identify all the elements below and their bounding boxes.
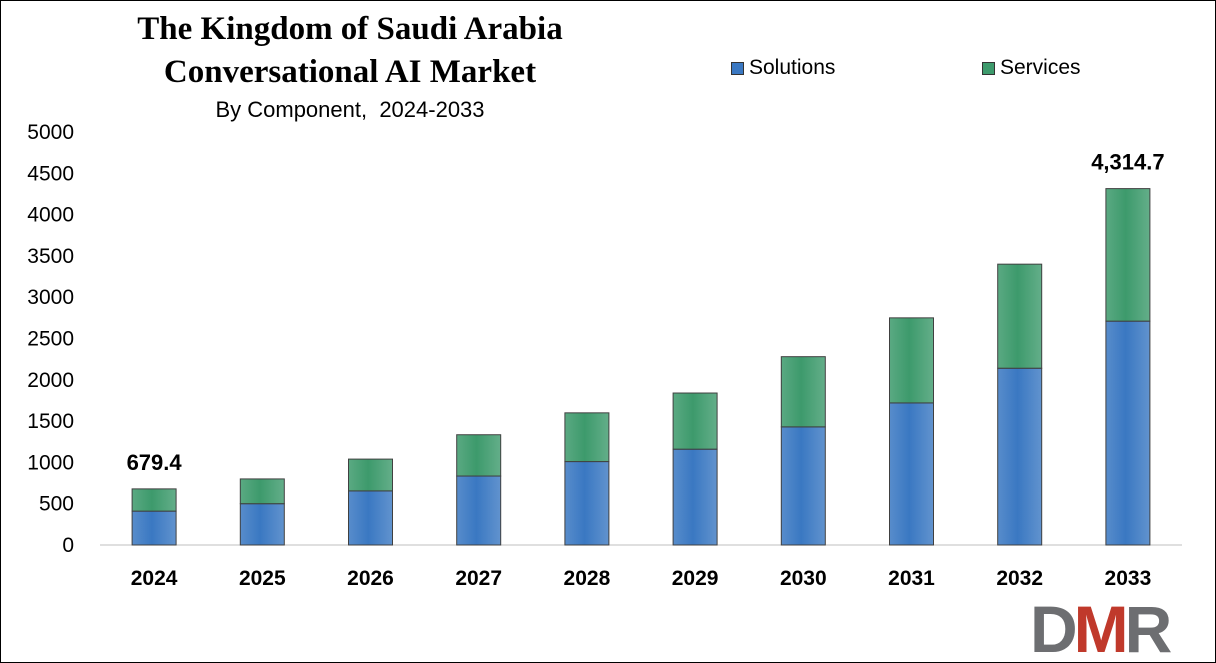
bar-solutions-2027 [456,475,502,546]
data-label-2033: 4,314.7 [1091,150,1164,175]
bar-services-2028 [564,412,610,463]
x-tick-label: 2032 [996,567,1043,590]
bar-services-2029 [672,392,718,450]
y-tick-label: 3500 [27,245,74,268]
bar-solutions-2030 [780,426,826,546]
y-tick-label: 0 [62,534,74,557]
bar-services-2030 [780,356,826,428]
x-tick-label: 2029 [672,567,719,590]
y-tick-label: 1500 [27,410,74,433]
data-label-2024: 679.4 [127,450,183,475]
y-tick-label: 5000 [27,121,74,144]
dmr-logo: DMR [1030,595,1176,657]
bar-solutions-2028 [564,461,610,546]
legend-label-solutions: Solutions [749,56,836,79]
y-tick-label: 1000 [27,451,74,474]
x-tick-label: 2030 [780,567,827,590]
bar-services-2033 [1105,188,1151,322]
bar-solutions-2026 [348,490,393,546]
y-tick-label: 3000 [27,286,74,309]
legend-swatch-solutions [731,61,744,75]
bar-services-2024 [131,488,177,512]
bar-solutions-2033 [1105,320,1151,546]
bar-solutions-2031 [889,402,934,546]
chart-title-line-2: Conversational AI Market [163,54,537,90]
bar-solutions-2032 [997,367,1043,546]
y-tick-label: 4000 [27,204,74,227]
bar-services-2027 [456,434,502,477]
x-tick-label: 2028 [564,567,611,590]
legend-item-solutions: Solutions [731,56,835,80]
x-tick-label: 2025 [239,567,286,590]
bar-services-2032 [997,263,1043,369]
bar-services-2025 [239,478,285,505]
x-tick-label: 2024 [131,567,178,590]
x-tick-label: 2026 [347,567,394,590]
bar-solutions-2029 [672,448,718,546]
y-tick-label: 500 [39,493,74,516]
x-tick-label: 2027 [455,567,502,590]
x-tick-label: 2031 [888,567,935,590]
legend-swatch-services [982,61,995,75]
legend-label-services: Services [1000,56,1081,79]
y-tick-label: 2000 [27,369,74,392]
y-tick-label: 4500 [27,162,74,185]
bar-solutions-2024 [131,510,177,546]
chart-title-line-1: The Kingdom of Saudi Arabia [137,11,563,47]
chart-subtitle: By Component, 2024-2033 [215,97,485,122]
bar-services-2031 [889,317,934,404]
legend-item-services: Services [982,56,1081,80]
x-tick-label: 2033 [1105,567,1152,590]
y-tick-label: 2500 [27,328,74,351]
bar-services-2026 [348,458,393,492]
dmr-logo-text: DMR [1030,595,1172,657]
bar-solutions-2025 [239,503,285,546]
